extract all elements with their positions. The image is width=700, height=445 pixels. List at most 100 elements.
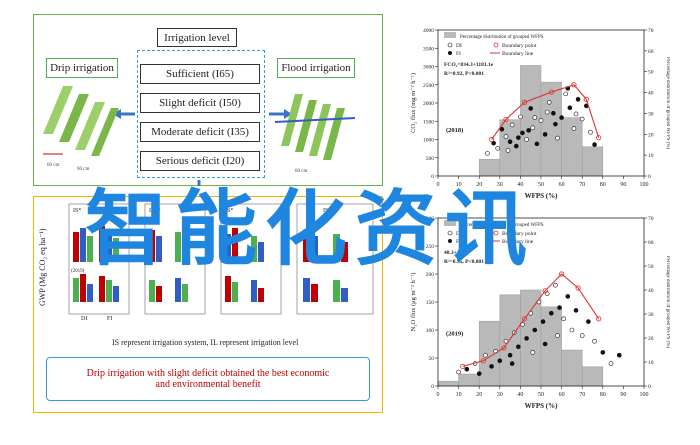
chart2-scatter-point bbox=[540, 319, 546, 324]
chart2-y2-tick-label: 40 bbox=[648, 288, 654, 294]
chart1-legend-fi-marker bbox=[448, 51, 452, 55]
chart1-scatter-point bbox=[546, 99, 552, 105]
chart1-y-tick-label: 500 bbox=[426, 156, 435, 162]
flood-irrigation-label: Flood irrigation bbox=[277, 58, 355, 78]
mini-chart-1-di: DI bbox=[81, 316, 87, 322]
n2o-flux-chart: 0 10 20 30 40 50 60 70 80 90 100050100150200250300… bbox=[410, 216, 670, 410]
chart2-scatter-point bbox=[489, 364, 494, 369]
chart1-r2-text: R²=0.92, P<0.001 bbox=[444, 71, 484, 77]
chart2-y2-tick-label: 0 bbox=[648, 384, 651, 390]
chart2-scatter-point bbox=[557, 305, 562, 310]
dim-label-3: 60 cm bbox=[295, 169, 307, 174]
chart2-y-tick-label: 250 bbox=[426, 244, 435, 250]
chart2-boundary-point bbox=[501, 345, 507, 351]
chart2-legend-bl-label: Boundary line bbox=[502, 239, 534, 245]
chart1-scatter-point bbox=[513, 143, 519, 149]
chart1-scatter-point bbox=[526, 128, 531, 133]
chart2-x-tick-label: 90 bbox=[620, 392, 626, 398]
chart1-scatter-point bbox=[573, 111, 579, 117]
chart2-y-tick-label: 200 bbox=[426, 272, 435, 278]
chart2-scatter-point bbox=[542, 341, 548, 347]
chart2-boundary-point bbox=[542, 288, 548, 294]
chart1-legend-bl-label: Boundary line bbox=[502, 51, 534, 57]
mini-chart-1: IS* (2019) DI FI bbox=[68, 203, 130, 322]
chart2-legend-hist-swatch bbox=[444, 220, 456, 226]
chart2-scatter-point bbox=[497, 358, 503, 364]
chart1-y-tick-label: 2000 bbox=[423, 101, 434, 107]
level-slight-deficit: Slight deficit (I50) bbox=[140, 93, 260, 113]
mini-chart-1-label: IS* bbox=[73, 208, 81, 214]
chart2-boundary-point bbox=[521, 316, 528, 322]
chart2-y2-tick-label: 10 bbox=[648, 360, 654, 366]
chart1-scatter-point bbox=[516, 135, 521, 140]
chart1-scatter-point bbox=[553, 121, 558, 127]
chart1-legend-di-label: DI bbox=[456, 43, 462, 49]
chart1-scatter-point bbox=[551, 110, 556, 116]
chart2-scatter-point bbox=[565, 294, 571, 299]
chart2-equation-text: 48.3+14.2e bbox=[444, 250, 469, 256]
chart2-legend-bp-label: Boundary point bbox=[502, 231, 537, 237]
chart2-scatter-point bbox=[608, 361, 614, 366]
chart2-y-tick-label: 50 bbox=[429, 356, 435, 362]
chart2-scatter-point bbox=[592, 338, 597, 344]
chart1-y-tick-label: 0 bbox=[431, 174, 434, 180]
chart2-r2-text: R²=0.95, P<0.001 bbox=[444, 259, 484, 265]
chart2-boundary-point bbox=[480, 358, 486, 364]
conclusion-box: Drip irrigation with slight deficit obta… bbox=[46, 357, 370, 401]
chart2-scatter-point bbox=[524, 336, 529, 341]
right-arrow-icon bbox=[269, 109, 292, 119]
chart2-y2-tick-label: 70 bbox=[648, 216, 654, 222]
chart1-scatter-point bbox=[567, 105, 573, 111]
chart1-boundary-point bbox=[596, 135, 602, 141]
chart1-scatter-point bbox=[530, 125, 536, 131]
chart2-x-tick-label: 0 bbox=[437, 392, 440, 398]
chart1-histogram-bar bbox=[581, 146, 604, 177]
chart1-y-tick-label: 1500 bbox=[423, 119, 434, 125]
co2-flux-chart: 0 10 20 30 40 50 60 70 80 90 100050010001500200025… bbox=[410, 28, 670, 200]
chart1-scatter-point bbox=[544, 109, 550, 115]
chart1-y-tick-label: 3000 bbox=[423, 65, 434, 71]
chart2-legend-di-marker bbox=[447, 230, 453, 236]
chart1-y2-tick-label: 20 bbox=[648, 132, 654, 138]
chart2-boundary-line bbox=[462, 273, 600, 367]
mini-chart-1-fi: FI bbox=[107, 316, 112, 322]
mini-chart-2: IS** bbox=[144, 203, 206, 315]
chart1-histogram-bar bbox=[540, 81, 562, 177]
chart1-y-tick-label: 2500 bbox=[423, 83, 434, 89]
flood-crop-rows bbox=[274, 94, 356, 160]
chart2-histogram-bar bbox=[581, 366, 604, 387]
chart2-x-tick-label: 100 bbox=[640, 392, 649, 398]
chart1-x-tick-label: 70 bbox=[579, 182, 585, 188]
dim-label-1: 60 cm bbox=[47, 163, 59, 168]
chart1-x-tick-label: 30 bbox=[497, 182, 503, 188]
chart1-y2-tick-label: 40 bbox=[648, 91, 654, 97]
chart2-y-tick-label: 300 bbox=[426, 216, 435, 222]
chart2-x-tick-label: 80 bbox=[600, 392, 606, 398]
chart2-x-tick-label: 10 bbox=[456, 392, 462, 398]
chart2-x-tick-label: 40 bbox=[517, 392, 523, 398]
chart1-scatter-point bbox=[528, 106, 533, 111]
chart1-scatter-point bbox=[532, 115, 538, 120]
chart1-boundary-line bbox=[491, 84, 600, 140]
chart2-y-tick-label: 150 bbox=[426, 300, 435, 306]
chart1-legend-di-marker bbox=[447, 42, 453, 48]
chart1-y2-tick-label: 30 bbox=[648, 111, 654, 117]
chart1-x-tick-label: 100 bbox=[640, 182, 649, 188]
gwp-axis-label: GWP (Mg CO₂ eq ha⁻¹) bbox=[38, 228, 47, 306]
chart2-boundary-point bbox=[460, 363, 466, 369]
chart2-histogram-bar bbox=[499, 294, 521, 387]
chart1-boundary-point bbox=[548, 89, 554, 95]
chart1-scatter-point bbox=[592, 142, 597, 147]
chart1-scatter-point bbox=[518, 114, 523, 120]
mini-chart-3: IS* bbox=[220, 203, 282, 315]
chart1-scatter-point bbox=[509, 122, 515, 128]
irrigation-level-title: Irrigation level bbox=[157, 28, 237, 47]
chart1-boundary-point bbox=[488, 136, 495, 143]
chart2-scatter-point bbox=[456, 369, 461, 375]
chart2-histogram-bar bbox=[520, 289, 542, 387]
conclusion-line-2: and environmental benefit bbox=[155, 379, 261, 390]
chart1-legend-bp-marker bbox=[493, 42, 499, 48]
chart2-scatter-point bbox=[549, 310, 554, 316]
chart1-scatter-point bbox=[507, 139, 513, 144]
chart2-histogram-bar bbox=[561, 349, 583, 387]
